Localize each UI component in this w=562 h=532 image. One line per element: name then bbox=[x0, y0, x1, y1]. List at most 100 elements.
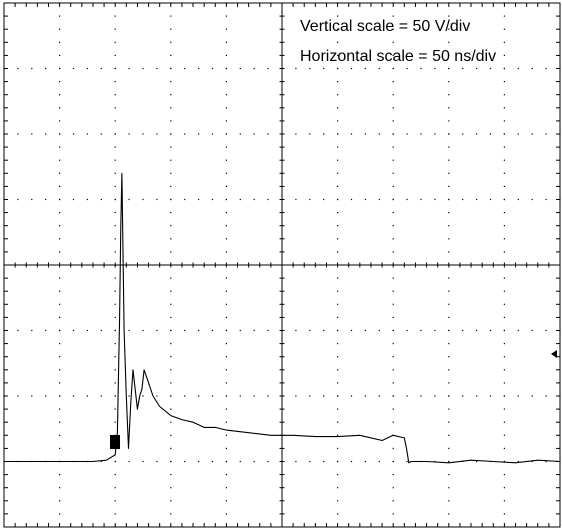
grid-dot bbox=[86, 395, 88, 397]
grid-dot bbox=[337, 251, 339, 253]
grid-dot bbox=[406, 460, 408, 463]
grid-dot bbox=[337, 487, 339, 489]
grid-dot bbox=[503, 447, 505, 449]
grid-dot bbox=[462, 395, 464, 397]
grid-dot bbox=[142, 67, 144, 70]
grid-dot bbox=[198, 133, 200, 135]
grid-dot bbox=[337, 290, 339, 292]
grid-dot bbox=[114, 172, 116, 174]
grid-dot bbox=[184, 329, 186, 332]
grid-dot bbox=[170, 290, 172, 292]
grid-dot bbox=[59, 41, 61, 43]
grid-dot bbox=[337, 107, 339, 109]
grid-dot bbox=[267, 395, 269, 397]
grid-dot bbox=[45, 133, 47, 135]
grid-dot bbox=[531, 67, 533, 70]
grid-dot bbox=[503, 421, 505, 423]
grid-dot bbox=[378, 460, 380, 463]
grid-dot bbox=[170, 513, 172, 515]
grid-dot bbox=[170, 198, 172, 201]
grid-dot bbox=[503, 172, 505, 174]
grid-dot bbox=[392, 513, 394, 515]
grid-dot bbox=[337, 28, 339, 30]
grid-dot bbox=[448, 107, 450, 109]
grid-dot bbox=[225, 500, 227, 502]
grid-dot bbox=[225, 303, 227, 305]
grid-dot bbox=[170, 146, 172, 148]
grid-dot bbox=[448, 290, 450, 292]
grid-dot bbox=[462, 67, 464, 70]
grid-dot bbox=[170, 54, 172, 56]
grid-dot bbox=[225, 28, 227, 30]
grid-dot bbox=[239, 133, 241, 135]
grid-dot bbox=[142, 460, 144, 463]
grid-dot bbox=[503, 212, 505, 214]
grid-dot bbox=[59, 290, 61, 292]
grid-dot bbox=[225, 343, 227, 345]
grid-dot bbox=[239, 395, 241, 397]
grid-dot bbox=[59, 67, 61, 70]
grid-dot bbox=[476, 67, 478, 70]
grid-dot bbox=[170, 500, 172, 502]
grid-dot bbox=[142, 133, 144, 135]
grid-dot bbox=[448, 238, 450, 240]
grid-dot bbox=[225, 460, 227, 463]
grid-dot bbox=[337, 356, 339, 358]
grid-dot bbox=[59, 198, 61, 201]
grid-dot bbox=[364, 67, 366, 70]
grid-dot bbox=[170, 238, 172, 240]
grid-dot bbox=[503, 41, 505, 43]
grid-dot bbox=[114, 67, 116, 70]
grid-dot bbox=[198, 67, 200, 70]
grid-dot bbox=[392, 225, 394, 227]
grid-dot bbox=[45, 395, 47, 397]
grid-dot bbox=[448, 15, 450, 17]
grid-dot bbox=[225, 290, 227, 292]
grid-dot bbox=[295, 329, 297, 332]
grid-dot bbox=[59, 343, 61, 345]
grid-dot bbox=[448, 487, 450, 489]
grid-dot bbox=[448, 303, 450, 305]
grid-dot bbox=[364, 133, 366, 135]
grid-dot bbox=[503, 460, 505, 463]
grid-dot bbox=[225, 146, 227, 148]
vertical-scale-label: Vertical scale = 50 V/div bbox=[300, 18, 470, 35]
grid-dot bbox=[114, 474, 116, 476]
grid-dot bbox=[142, 329, 144, 332]
grid-dot bbox=[170, 487, 172, 489]
grid-dot bbox=[503, 159, 505, 161]
grid-dot bbox=[309, 329, 311, 332]
grid-dot bbox=[392, 81, 394, 83]
grid-dot bbox=[114, 382, 116, 384]
grid-dot bbox=[448, 434, 450, 436]
grid-dot bbox=[211, 395, 214, 397]
grid-dot bbox=[114, 212, 116, 214]
grid-dot bbox=[420, 133, 422, 135]
grid-dot bbox=[434, 67, 436, 70]
grid-dot bbox=[448, 513, 450, 515]
grid-dot bbox=[267, 329, 269, 332]
grid-dot bbox=[350, 395, 353, 397]
grid-dot bbox=[364, 198, 366, 201]
grid-dot bbox=[156, 460, 158, 463]
grid-dot bbox=[434, 395, 436, 397]
grid-dot bbox=[545, 460, 547, 463]
grid-dot bbox=[295, 133, 297, 135]
grid-dot bbox=[337, 133, 339, 135]
grid-dot bbox=[489, 133, 492, 135]
grid-dot bbox=[225, 120, 227, 122]
grid-dot bbox=[392, 421, 394, 423]
grid-dot bbox=[476, 460, 478, 463]
grid-dot bbox=[545, 67, 547, 70]
grid-dot bbox=[114, 369, 116, 371]
grid-dot bbox=[406, 395, 408, 397]
grid-dot bbox=[392, 329, 394, 332]
grid-dot bbox=[170, 94, 172, 96]
grid-dot bbox=[378, 395, 380, 397]
grid-dot bbox=[114, 290, 116, 292]
grid-dot bbox=[72, 198, 75, 201]
grid-dot bbox=[114, 198, 116, 201]
grid-dot bbox=[323, 329, 325, 332]
grid-dot bbox=[114, 316, 116, 318]
